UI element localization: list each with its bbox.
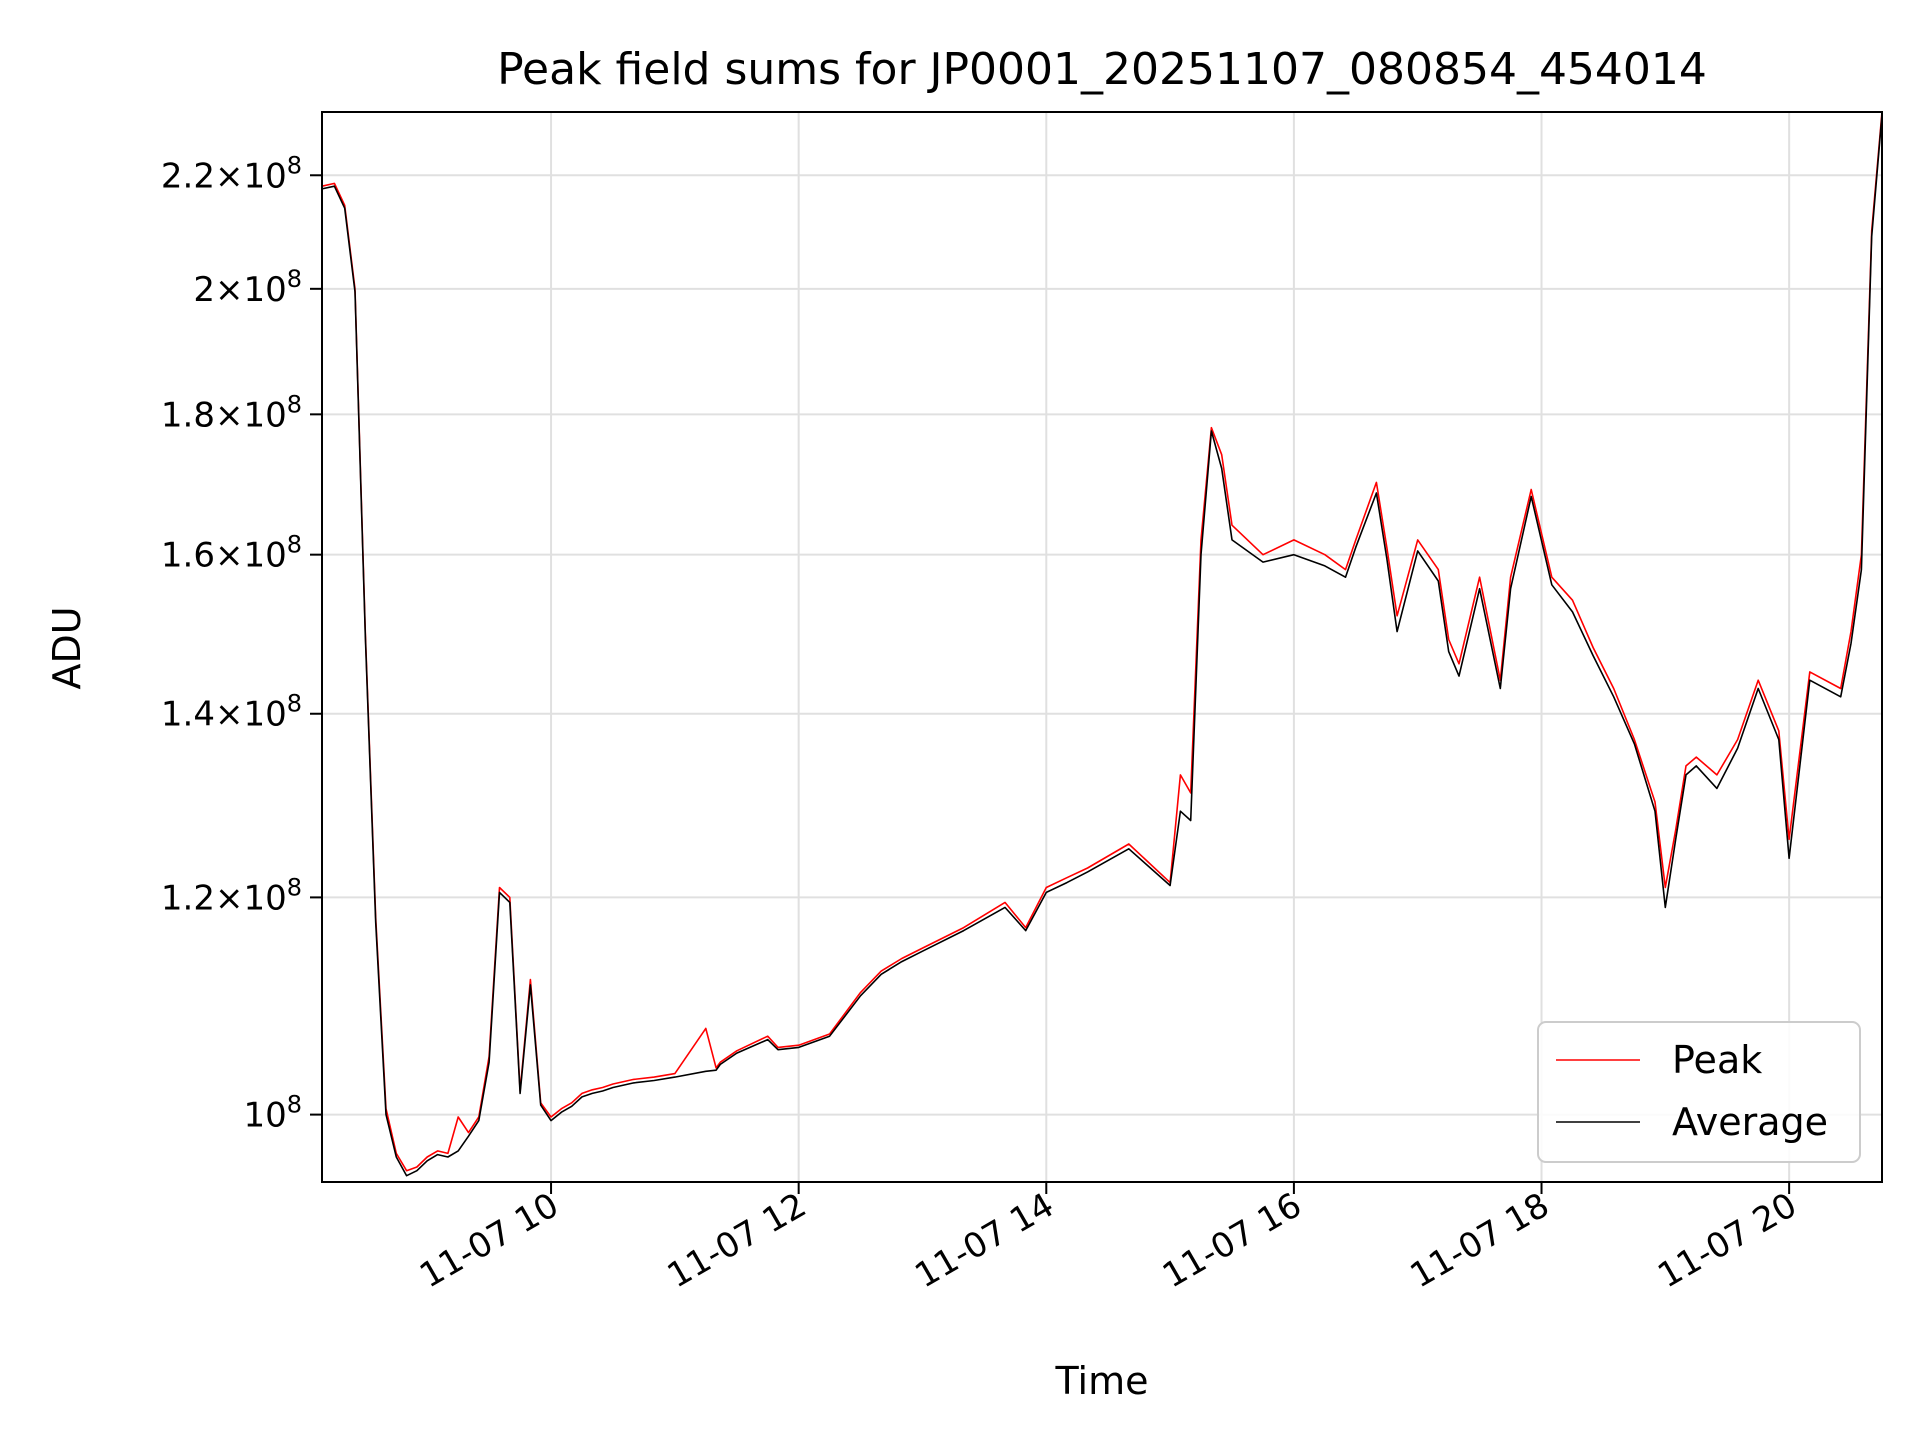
y-tick-label: 2×108	[193, 265, 302, 310]
y-tick-label: 1.8×108	[161, 390, 302, 435]
series-line-average	[321, 114, 1883, 1177]
x-tick-label: 11-07 10	[413, 1185, 565, 1296]
y-axis-label: ADU	[45, 606, 89, 689]
y-tick-label: 1.2×108	[161, 873, 302, 918]
y-axis: 108 1.2×108 1.4×108 1.6×108 1.8×108 2×108 2.2×…	[161, 151, 322, 1136]
legend-label-peak: Peak	[1672, 1038, 1762, 1082]
series-line-peak	[321, 111, 1883, 1172]
y-tick-label: 108	[243, 1091, 302, 1136]
y-tick-label: 1.4×108	[161, 690, 302, 735]
x-axis: 11-07 10 11-07 12 11-07 14 11-07 16 11-07 18…	[413, 1182, 1804, 1296]
grid-lines	[322, 112, 1882, 1182]
legend-label-average: Average	[1672, 1100, 1828, 1144]
x-tick-label: 11-07 14	[908, 1185, 1060, 1296]
plot-frame	[321, 111, 1883, 1183]
y-tick-label: 1.6×108	[161, 531, 302, 576]
chart-title: Peak field sums for JP0001_20251107_0808…	[497, 44, 1707, 95]
legend: Peak Average	[1537, 1021, 1861, 1163]
x-axis-label: Time	[1055, 1359, 1149, 1403]
series-layer	[321, 111, 1883, 1177]
x-tick-label: 11-07 12	[661, 1185, 813, 1296]
x-tick-label: 11-07 16	[1156, 1185, 1308, 1296]
y-tick-label: 2.2×108	[161, 151, 302, 196]
x-tick-label: 11-07 18	[1404, 1185, 1556, 1296]
legend-box	[1537, 1021, 1861, 1163]
x-tick-label: 11-07 20	[1651, 1185, 1803, 1296]
